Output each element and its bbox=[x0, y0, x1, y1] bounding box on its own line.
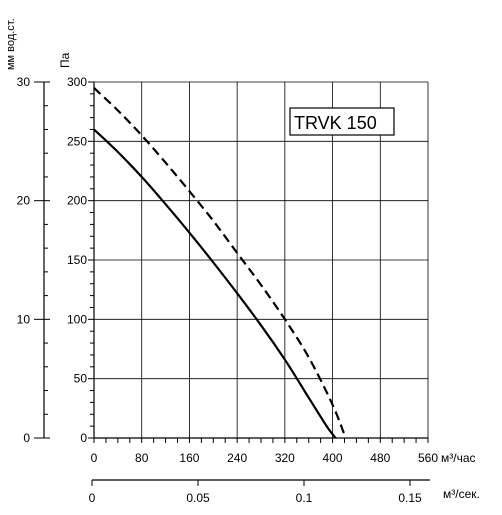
x-primary-tick-label: 560 bbox=[418, 451, 438, 465]
y-secondary-tick-label: 0 bbox=[23, 431, 30, 445]
series-line-solid bbox=[93, 128, 337, 439]
y-secondary-unit-label: мм вод.ст. bbox=[5, 18, 17, 70]
y-secondary-tick-label: 20 bbox=[17, 194, 31, 208]
x-primary-unit-label: м³/час bbox=[441, 451, 476, 465]
x-primary-tick-label: 0 bbox=[91, 451, 98, 465]
x-secondary-unit-label: м³/сек. bbox=[443, 487, 480, 501]
y-primary-tick-label: 250 bbox=[67, 134, 87, 148]
axes bbox=[34, 81, 430, 486]
y-primary-tick-label: 0 bbox=[80, 431, 87, 445]
model-label: TRVK 150 bbox=[289, 107, 395, 136]
x-secondary-tick-label: 0.15 bbox=[398, 491, 422, 505]
model-label-text: TRVK 150 bbox=[294, 113, 377, 133]
x-primary-tick-label: 160 bbox=[179, 451, 199, 465]
series-line-dashed bbox=[93, 87, 347, 439]
y-primary-tick-label: 200 bbox=[67, 194, 87, 208]
y-secondary-tick-label: 10 bbox=[17, 312, 31, 326]
series bbox=[93, 87, 347, 439]
x-primary-tick-label: 80 bbox=[135, 451, 149, 465]
x-primary-tick-label: 400 bbox=[323, 451, 343, 465]
x-primary-tick-label: 240 bbox=[227, 451, 247, 465]
x-primary-tick-label: 480 bbox=[370, 451, 390, 465]
y-primary-tick-label: 300 bbox=[67, 75, 87, 89]
x-primary-tick-label: 320 bbox=[275, 451, 295, 465]
y-primary-unit-label: Па bbox=[58, 52, 72, 68]
y-primary-tick-label: 100 bbox=[67, 312, 87, 326]
x-secondary-tick-label: 0.05 bbox=[186, 491, 210, 505]
x-secondary-tick-label: 0.1 bbox=[296, 491, 313, 505]
x-secondary-tick-label: 0 bbox=[89, 491, 96, 505]
model-label-box bbox=[289, 107, 395, 136]
y-secondary-tick-label: 30 bbox=[17, 75, 31, 89]
y-primary-tick-label: 150 bbox=[67, 253, 87, 267]
y-primary-tick-label: 50 bbox=[74, 372, 88, 386]
grid bbox=[94, 81, 429, 438]
